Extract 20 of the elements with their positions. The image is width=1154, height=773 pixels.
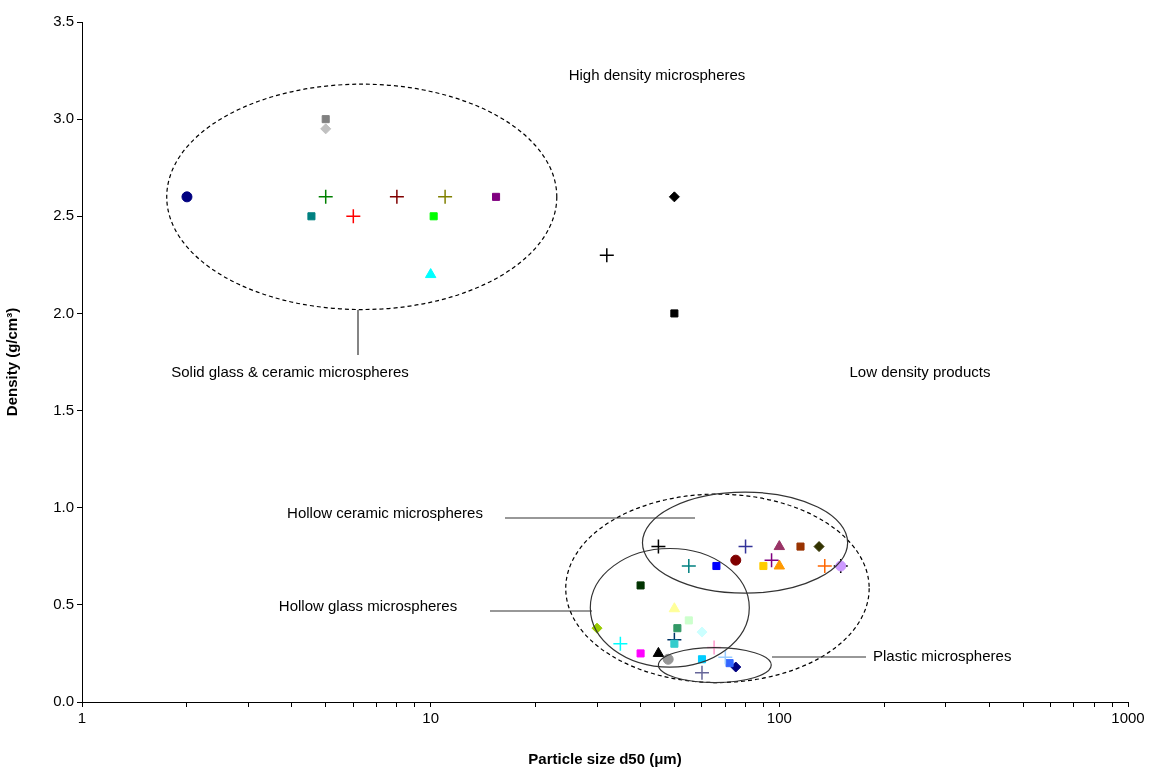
x-tick-label: 100 [766,709,792,727]
y-tick-label: 1.5 [53,400,74,418]
y-tick-label: 1.0 [53,497,74,515]
y-axis-title: Density (g/cm³) [3,307,21,417]
annotation: Hollow ceramic microspheres [287,504,483,521]
y-tick-label: 0.5 [53,595,74,612]
y-tick-label: 2.0 [53,303,74,321]
y-tick-label: 3.5 [53,12,74,30]
x-tick-label: 10 [422,709,440,727]
x-tick-label: 1 [77,709,87,727]
y-tick-label: 0.0 [53,692,74,710]
annotation: Solid glass & ceramic microspheres [171,363,409,380]
x-axis-title: Particle size d50 (μm) [528,750,682,768]
annotation: Low density products [849,363,991,380]
x-tick-label: 1000 [1111,709,1145,727]
y-tick-label: 3.0 [53,109,74,127]
annotation: Plastic microspheres [873,647,1012,664]
annotation: Hollow glass microspheres [278,597,458,614]
annotation: High density microspheres [568,66,746,83]
y-tick-label: 2.5 [53,206,74,224]
